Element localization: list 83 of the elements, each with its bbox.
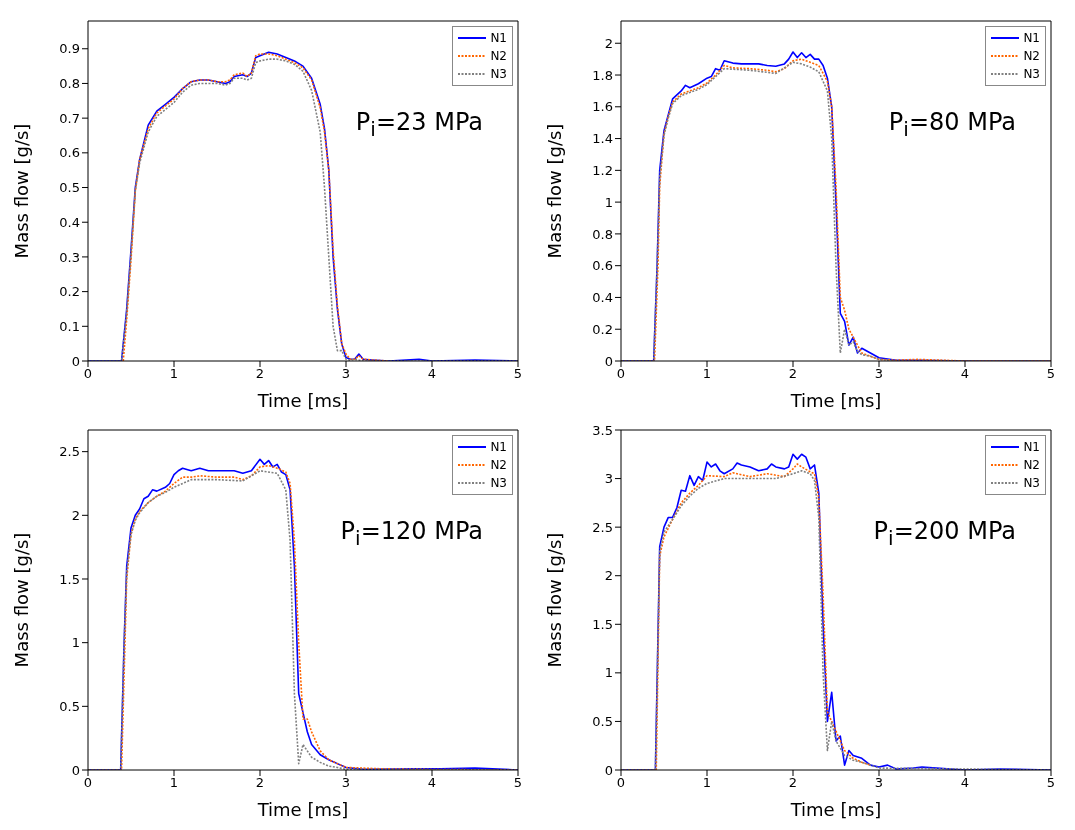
y-tick-label: 0	[71, 353, 80, 369]
x-tick-label: 0	[83, 775, 93, 791]
x-tick-label: 4	[427, 366, 437, 382]
y-tick-label: 0.5	[59, 698, 80, 714]
y-tick-label: 2	[604, 568, 613, 584]
x-axis-title: Time [ms]	[256, 799, 349, 820]
annotation: P$_{i}$=80 MPa	[888, 108, 1016, 141]
y-tick-label: 0.5	[592, 714, 613, 730]
y-tick-label: 0.4	[59, 214, 80, 230]
x-tick-label: 3	[874, 775, 884, 791]
y-tick-label: 0.3	[59, 249, 80, 265]
x-tick-label: 3	[341, 775, 351, 791]
y-tick-label: 0.6	[59, 145, 80, 161]
x-tick-label: 3	[874, 366, 884, 382]
legend-label: N1	[490, 30, 507, 47]
y-tick-label: 0.6	[592, 258, 613, 274]
y-tick-label: 1.5	[592, 616, 613, 632]
x-tick-label: 1	[169, 366, 179, 382]
y-tick-label: 2.5	[592, 519, 613, 535]
x-tick-label: 1	[702, 366, 712, 382]
x-tick-label: 3	[341, 366, 351, 382]
legend-label: N3	[490, 475, 507, 492]
legend-label: N2	[490, 457, 507, 474]
y-tick-label: 3.5	[592, 422, 613, 438]
y-tick-label: 0	[604, 762, 613, 778]
x-tick-label: 2	[788, 775, 798, 791]
x-tick-label: 5	[1046, 366, 1056, 382]
y-tick-label: 1	[604, 665, 613, 681]
y-tick-label: 2	[71, 507, 80, 523]
x-tick-label: 1	[169, 775, 179, 791]
y-tick-label: 3	[604, 471, 613, 487]
y-tick-label: 0.7	[59, 110, 80, 126]
x-tick-label: 1	[702, 775, 712, 791]
x-tick-label: 2	[788, 366, 798, 382]
y-tick-label: 2.5	[59, 444, 80, 460]
y-axis-title: Mass flow [g/s]	[544, 123, 566, 259]
legend-label: N2	[1023, 457, 1040, 474]
legend-label: N1	[1023, 30, 1040, 47]
x-tick-label: 4	[427, 775, 437, 791]
annotation: P$_{i}$=200 MPa	[873, 517, 1016, 550]
x-tick-label: 2	[255, 775, 265, 791]
annotation: P$_{i}$=23 MPa	[355, 108, 483, 141]
y-tick-label: 0.8	[59, 76, 80, 92]
y-tick-label: 0.2	[592, 321, 613, 337]
x-tick-label: 4	[960, 366, 970, 382]
y-tick-label: 1.2	[592, 162, 613, 178]
y-axis-title: Mass flow [g/s]	[544, 532, 566, 668]
x-axis-title: Time [ms]	[789, 390, 882, 411]
x-tick-label: 0	[616, 775, 626, 791]
legend-label: N3	[1023, 475, 1040, 492]
x-tick-label: 0	[83, 366, 93, 382]
x-tick-label: 4	[960, 775, 970, 791]
x-tick-label: 5	[513, 775, 523, 791]
legend-label: N2	[490, 48, 507, 65]
y-tick-label: 1.8	[592, 67, 613, 83]
y-tick-label: 0.9	[59, 41, 80, 57]
y-tick-label: 1	[604, 194, 613, 210]
y-tick-label: 1	[71, 635, 80, 651]
legend-label: N3	[1023, 66, 1040, 83]
legend-label: N2	[1023, 48, 1040, 65]
y-tick-label: 0.8	[592, 226, 613, 242]
legend-label: N1	[1023, 439, 1040, 456]
x-axis-title: Time [ms]	[256, 390, 349, 411]
legend-label: N3	[490, 66, 507, 83]
x-tick-label: 5	[1046, 775, 1056, 791]
y-axis-title: Mass flow [g/s]	[11, 532, 33, 668]
y-tick-label: 1.4	[592, 131, 613, 147]
y-tick-label: 0.1	[59, 318, 80, 334]
y-tick-label: 0	[604, 353, 613, 369]
y-tick-label: 1.6	[592, 99, 613, 115]
y-tick-label: 1.5	[59, 571, 80, 587]
x-tick-label: 0	[616, 366, 626, 382]
y-tick-label: 0.4	[592, 290, 613, 306]
legend-label: N1	[490, 439, 507, 456]
y-tick-label: 0.2	[59, 284, 80, 300]
y-tick-label: 0.5	[59, 180, 80, 196]
y-tick-label: 0	[71, 762, 80, 778]
x-tick-label: 5	[513, 366, 523, 382]
annotation: P$_{i}$=120 MPa	[340, 517, 483, 550]
x-tick-label: 2	[255, 366, 265, 382]
y-axis-title: Mass flow [g/s]	[11, 123, 33, 259]
x-axis-title: Time [ms]	[789, 799, 882, 820]
y-tick-label: 2	[604, 35, 613, 51]
